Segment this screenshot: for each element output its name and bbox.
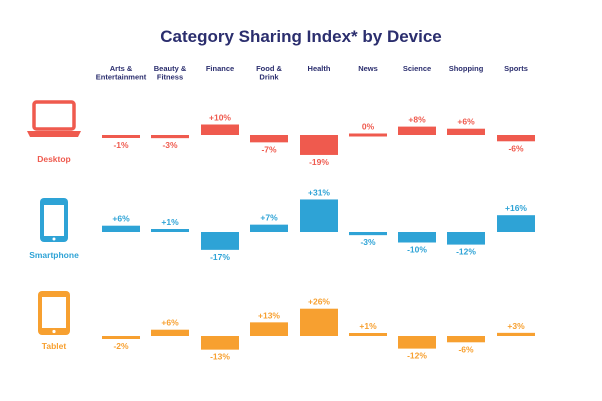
data-label: -3%	[162, 140, 178, 150]
device-label: Smartphone	[29, 250, 79, 260]
bar	[497, 332, 535, 336]
bar	[102, 225, 140, 232]
data-label: -6%	[458, 344, 474, 354]
data-label: -13%	[210, 352, 230, 362]
data-label: +6%	[161, 318, 179, 328]
bar	[398, 336, 436, 349]
bar	[497, 215, 535, 232]
data-label: -7%	[261, 144, 277, 154]
category-label: Finance	[206, 64, 234, 73]
bar	[201, 336, 239, 350]
bar	[447, 128, 485, 135]
category-label: Shopping	[449, 64, 484, 73]
bar	[151, 135, 189, 139]
device-label: Tablet	[42, 341, 67, 351]
data-label: +16%	[505, 203, 527, 213]
bar	[349, 133, 387, 137]
bar	[300, 308, 338, 336]
data-label: +31%	[308, 187, 330, 197]
bar	[151, 229, 189, 232]
bar	[349, 232, 387, 236]
laptop-icon	[27, 100, 81, 137]
bar	[398, 126, 436, 135]
bar	[102, 336, 140, 339]
category-label: Beauty & Fitness	[154, 64, 187, 82]
bar	[250, 224, 288, 232]
device-label: Desktop	[37, 154, 71, 164]
tablet-icon	[38, 291, 70, 335]
chart-title: Category Sharing Index* by Device	[160, 27, 442, 46]
bar	[300, 135, 338, 155]
data-label: +8%	[408, 115, 426, 125]
data-label: +6%	[112, 214, 130, 224]
bar	[447, 232, 485, 245]
data-label: -19%	[309, 157, 329, 167]
data-label: -12%	[456, 247, 476, 257]
category-label: Science	[403, 64, 431, 73]
category-label: Food & Drink	[256, 64, 282, 82]
bar	[151, 329, 189, 336]
category-label: Health	[308, 64, 331, 73]
data-label: +1%	[161, 217, 179, 227]
data-label: +7%	[260, 213, 278, 223]
bar	[300, 199, 338, 232]
bar	[447, 336, 485, 343]
category-label: Arts & Entertainment	[96, 64, 147, 82]
data-label: -3%	[360, 237, 376, 247]
data-label: -6%	[508, 143, 524, 153]
data-label: -12%	[407, 351, 427, 361]
data-label: +13%	[258, 310, 280, 320]
bar	[102, 135, 140, 138]
category-label: Sports	[504, 64, 528, 73]
bar	[497, 135, 535, 142]
smartphone-icon	[40, 198, 68, 242]
data-label: -2%	[113, 341, 129, 351]
data-label: 0%	[362, 122, 375, 132]
bar	[250, 322, 288, 336]
bar	[201, 124, 239, 135]
bar	[349, 333, 387, 336]
data-label: +26%	[308, 297, 330, 307]
data-label: -1%	[113, 140, 129, 150]
category-label: News	[358, 64, 378, 73]
data-label: +1%	[359, 321, 377, 331]
data-label: -17%	[210, 252, 230, 262]
data-label: +10%	[209, 113, 231, 123]
data-label: +3%	[507, 321, 525, 331]
data-label: +6%	[457, 117, 475, 127]
data-label: -10%	[407, 245, 427, 255]
bar	[201, 232, 239, 250]
bar	[398, 232, 436, 243]
bar	[250, 135, 288, 143]
